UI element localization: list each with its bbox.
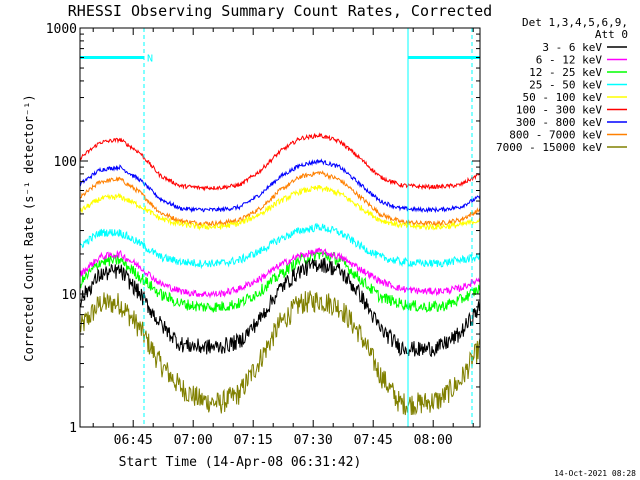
- legend-label: 7000 - 15000 keV: [496, 141, 602, 154]
- x-tick-label: 08:00: [414, 433, 453, 448]
- legend-label: 3 - 6 keV: [542, 41, 602, 54]
- series-line-3-6keV: [79, 257, 481, 358]
- series-line-25-50keV: [79, 222, 481, 270]
- series-line-100-300keV: [79, 132, 481, 192]
- y-tick-label: 10: [61, 288, 77, 303]
- legend-label: 800 - 7000 keV: [509, 129, 602, 142]
- series-line-12-25keV: [79, 249, 481, 313]
- plot-area: N: [79, 28, 481, 427]
- plot-frame: [79, 27, 481, 428]
- chart-title: RHESSI Observing Summary Count Rates, Co…: [68, 2, 492, 20]
- x-tick-label: 07:15: [234, 433, 273, 448]
- legend-attenuator-line: Att 0: [595, 28, 628, 41]
- legend-label: 12 - 25 keV: [529, 66, 602, 79]
- series-line-800-7000keV: [79, 170, 481, 227]
- legend-label: 300 - 800 keV: [516, 116, 602, 129]
- x-axis-label: Start Time (14-Apr-08 06:31:42): [119, 455, 362, 470]
- night-flag-label: N: [147, 54, 153, 65]
- legend-label: 100 - 300 keV: [516, 104, 602, 117]
- series-line-50-100keV: [79, 184, 481, 231]
- y-tick-label: 1000: [46, 22, 77, 37]
- legend-label: 6 - 12 keV: [536, 54, 603, 67]
- legend-label: 50 - 100 keV: [523, 91, 603, 104]
- legend-detector-line: Det 1,3,4,5,6,9,: [522, 16, 628, 29]
- x-tick-label: 06:45: [114, 433, 153, 448]
- x-tick-label: 07:30: [294, 433, 333, 448]
- y-axis-label: Corrected Count Rate (s⁻¹ detector⁻¹): [22, 94, 36, 361]
- x-tick-label: 07:45: [354, 433, 393, 448]
- y-tick-label: 1: [69, 421, 77, 436]
- series-line-7000-15000keV: [79, 290, 481, 416]
- legend-label: 25 - 50 keV: [529, 79, 602, 92]
- series-line-300-800keV: [79, 158, 481, 214]
- y-tick-label: 100: [54, 155, 77, 170]
- axes: 06:45 07:00 07:15 07:30 07:45 08:00 1 10 100 1000: [46, 22, 480, 448]
- generation-timestamp: 14-Oct-2021 08:28: [554, 469, 636, 478]
- x-tick-label: 07:00: [174, 433, 213, 448]
- series-line-6-12keV: [79, 247, 481, 299]
